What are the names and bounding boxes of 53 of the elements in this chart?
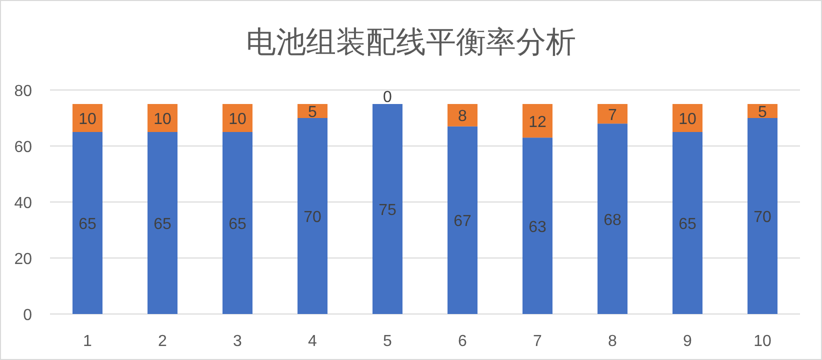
x-tick-label: 8 bbox=[608, 333, 618, 350]
chart-title: 电池组装配线平衡率分析 bbox=[246, 26, 576, 59]
y-tick-label: 80 bbox=[14, 83, 32, 100]
data-label: 10 bbox=[228, 111, 246, 128]
data-label: 70 bbox=[754, 209, 772, 226]
bar bbox=[598, 104, 628, 124]
x-tick-label: 7 bbox=[533, 333, 542, 350]
data-label: 7 bbox=[608, 106, 618, 124]
data-label: 70 bbox=[304, 209, 322, 226]
bar bbox=[448, 126, 478, 314]
bar bbox=[72, 104, 102, 132]
bar bbox=[222, 104, 252, 132]
y-tick-label: 0 bbox=[23, 307, 32, 324]
y-tick-label: 60 bbox=[14, 139, 32, 156]
x-tick-label: 5 bbox=[383, 333, 392, 350]
data-label: 12 bbox=[528, 114, 546, 131]
x-tick-label: 1 bbox=[83, 333, 92, 350]
x-tick-label: 9 bbox=[683, 333, 692, 350]
bar bbox=[522, 138, 552, 314]
data-label: 5 bbox=[308, 104, 318, 121]
bar bbox=[598, 124, 628, 314]
data-label: 5 bbox=[758, 104, 768, 121]
x-tick-label: 6 bbox=[458, 333, 468, 350]
x-tick-label: 2 bbox=[158, 333, 168, 350]
bar bbox=[748, 118, 778, 314]
bar bbox=[672, 104, 702, 132]
data-label: 8 bbox=[458, 108, 468, 126]
x-tick-label: 10 bbox=[754, 333, 772, 350]
bar bbox=[448, 104, 478, 126]
bar bbox=[522, 104, 552, 138]
x-tick-label: 3 bbox=[233, 333, 242, 350]
bar bbox=[222, 132, 252, 314]
data-label: 67 bbox=[454, 213, 472, 230]
x-tick-label: 4 bbox=[308, 333, 318, 350]
data-label: 65 bbox=[154, 216, 172, 233]
bar bbox=[298, 118, 328, 314]
y-tick-label: 40 bbox=[14, 195, 32, 212]
data-label: 63 bbox=[528, 218, 546, 236]
bar bbox=[672, 132, 702, 314]
y-tick-label: 20 bbox=[14, 251, 32, 268]
bar bbox=[148, 104, 178, 132]
bar bbox=[148, 132, 178, 314]
data-label: 65 bbox=[678, 216, 696, 233]
data-label: 10 bbox=[78, 111, 96, 128]
data-label: 10 bbox=[678, 111, 696, 128]
data-label: 65 bbox=[228, 216, 246, 233]
bar bbox=[372, 104, 402, 314]
data-label: 68 bbox=[604, 212, 622, 229]
data-label: 10 bbox=[154, 111, 172, 128]
data-label: 65 bbox=[78, 216, 96, 233]
bar bbox=[72, 132, 102, 314]
data-label: 75 bbox=[378, 202, 396, 219]
data-label: 0 bbox=[383, 89, 392, 106]
